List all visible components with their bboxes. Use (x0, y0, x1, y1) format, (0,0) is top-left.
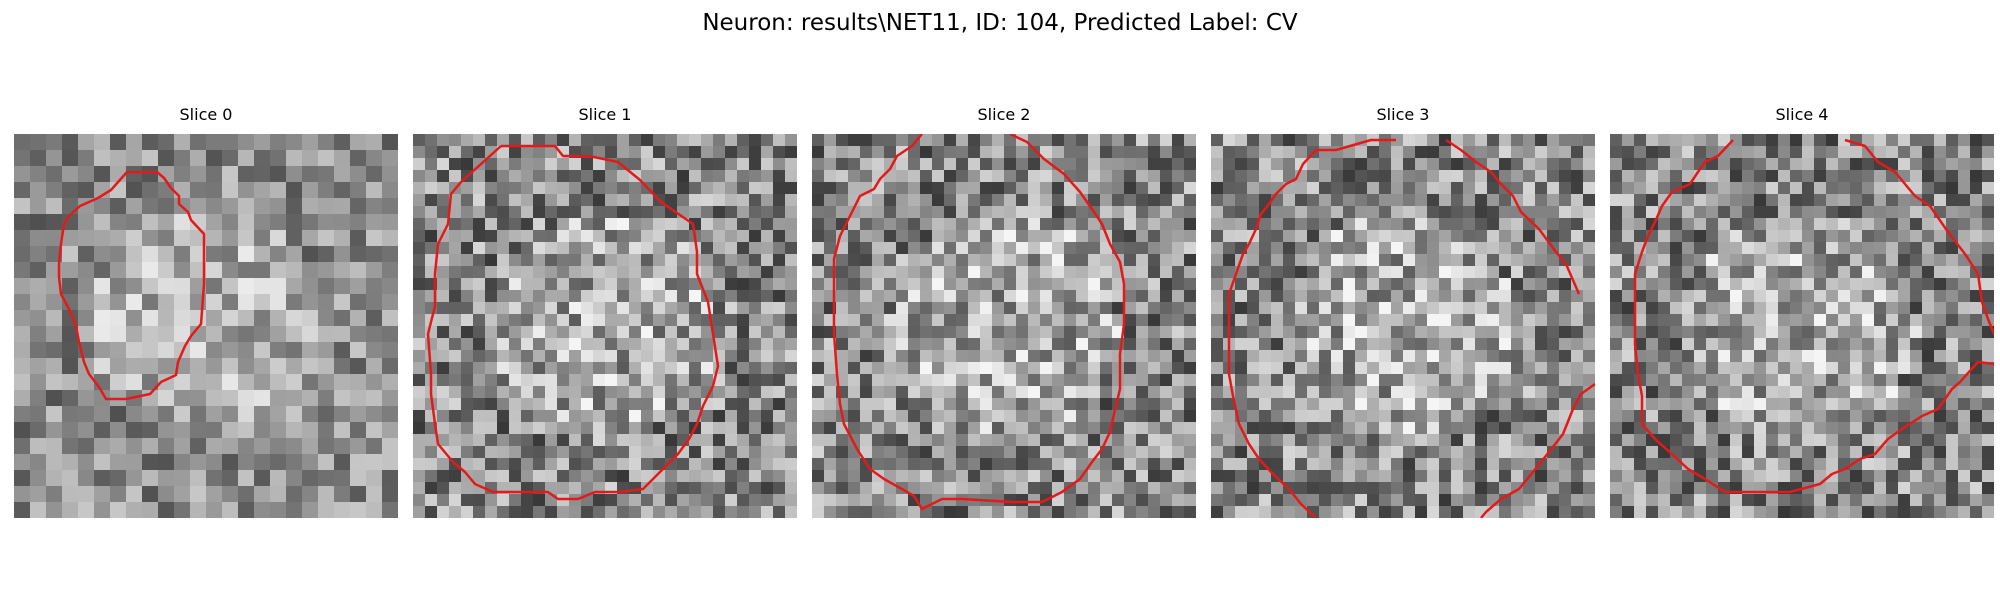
segmentation-contour-2 (832, 134, 1126, 511)
microscopy-pixels-0 (14, 134, 398, 518)
slice-title-0: Slice 0 (179, 105, 233, 124)
slice-title-4: Slice 4 (1775, 105, 1829, 124)
figure-title: Neuron: results\NET11, ID: 104, Predicte… (702, 10, 1298, 36)
segmentation-contour-3c (1480, 382, 1595, 518)
slice-image-3 (1211, 134, 1595, 518)
microscopy-pixels-2 (812, 134, 1196, 518)
slice-image-1 (413, 134, 797, 518)
segmentation-contour-3 (1227, 138, 1396, 518)
microscopy-pixels-3 (1211, 134, 1595, 518)
slice-image-2 (812, 134, 1196, 518)
segmentation-contour-3b (1445, 138, 1581, 295)
slice-image-4 (1610, 134, 1994, 518)
slice-title-3: Slice 3 (1376, 105, 1430, 124)
slice-title-2: Slice 2 (977, 105, 1031, 124)
slice-title-1: Slice 1 (578, 105, 632, 124)
slice-image-0 (14, 134, 398, 518)
segmentation-contour-0 (57, 170, 206, 401)
microscopy-pixels-1 (413, 134, 797, 518)
segmentation-contour-4 (1633, 139, 1994, 494)
segmentation-contour-4b (1844, 138, 1994, 335)
microscopy-pixels-4 (1610, 134, 1994, 518)
segmentation-contour-1 (426, 144, 720, 501)
